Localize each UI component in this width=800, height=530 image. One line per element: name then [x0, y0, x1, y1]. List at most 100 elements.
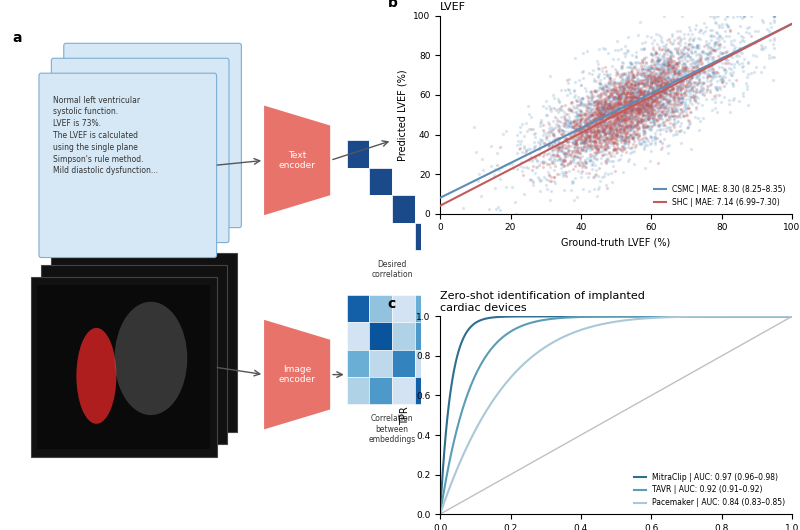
Point: [654, 91, 666, 99]
Point: [625, 105, 638, 114]
Point: [669, 104, 682, 112]
Point: [763, 19, 776, 27]
Point: [657, 95, 670, 103]
Point: [702, 50, 714, 58]
Point: [626, 85, 639, 93]
Point: [621, 83, 634, 92]
Point: [662, 123, 674, 131]
Point: [619, 107, 632, 115]
Point: [703, 51, 716, 60]
Point: [601, 183, 614, 192]
Point: [660, 110, 673, 118]
Point: [632, 135, 645, 143]
Point: [598, 136, 611, 144]
Point: [669, 60, 682, 69]
Point: [638, 82, 651, 90]
Point: [610, 125, 622, 134]
Point: [594, 119, 607, 127]
Point: [587, 126, 600, 134]
Point: [579, 163, 592, 172]
Point: [625, 117, 638, 125]
Point: [586, 157, 599, 166]
Point: [706, 54, 718, 63]
Point: [614, 128, 627, 136]
Point: [568, 140, 581, 148]
Point: [585, 91, 598, 99]
Point: [587, 137, 600, 145]
Point: [558, 136, 570, 144]
Point: [606, 110, 619, 119]
Point: [630, 104, 642, 112]
Point: [613, 83, 626, 92]
Point: [645, 93, 658, 101]
Point: [594, 91, 607, 100]
Point: [646, 110, 659, 119]
Point: [560, 135, 573, 143]
Point: [678, 52, 690, 61]
Point: [571, 135, 584, 144]
Point: [611, 114, 624, 122]
Point: [626, 119, 638, 127]
Point: [632, 30, 645, 39]
Point: [629, 58, 642, 66]
Point: [613, 125, 626, 133]
Point: [597, 123, 610, 132]
Point: [634, 85, 646, 93]
Point: [594, 140, 607, 148]
Point: [637, 86, 650, 95]
Point: [618, 144, 631, 152]
Point: [596, 128, 609, 136]
Point: [644, 118, 657, 127]
Point: [592, 64, 605, 72]
Point: [714, 42, 726, 50]
Point: [573, 109, 586, 118]
Point: [656, 139, 669, 147]
Point: [657, 84, 670, 93]
Point: [583, 133, 596, 142]
Point: [647, 68, 660, 76]
Point: [598, 100, 611, 109]
Point: [546, 150, 559, 158]
Point: [566, 138, 579, 147]
Point: [558, 150, 571, 158]
Point: [734, 44, 746, 52]
Point: [649, 94, 662, 102]
Point: [607, 106, 620, 114]
Point: [606, 101, 619, 110]
Point: [652, 96, 665, 105]
Point: [638, 107, 651, 116]
Point: [645, 102, 658, 111]
Point: [583, 125, 596, 134]
Point: [598, 120, 610, 129]
Point: [588, 76, 601, 85]
Point: [616, 146, 629, 155]
Point: [624, 86, 637, 94]
Point: [686, 73, 698, 81]
Point: [662, 96, 675, 105]
Point: [574, 101, 586, 110]
Point: [614, 64, 627, 72]
Point: [604, 126, 617, 134]
Point: [665, 77, 678, 85]
Point: [617, 58, 630, 67]
Point: [738, 12, 750, 20]
Point: [590, 170, 602, 178]
Point: [619, 147, 632, 156]
Point: [606, 111, 619, 120]
Point: [730, 52, 742, 60]
Point: [647, 90, 660, 99]
Point: [623, 121, 636, 129]
Point: [654, 113, 667, 122]
Bar: [370, 295, 392, 322]
Point: [589, 121, 602, 130]
Point: [626, 103, 638, 112]
Point: [637, 91, 650, 100]
Point: [621, 113, 634, 122]
Point: [595, 96, 608, 105]
Point: [654, 80, 667, 88]
Point: [642, 88, 654, 96]
Point: [667, 57, 680, 66]
Point: [638, 92, 650, 100]
Point: [686, 49, 698, 57]
Point: [678, 70, 690, 79]
